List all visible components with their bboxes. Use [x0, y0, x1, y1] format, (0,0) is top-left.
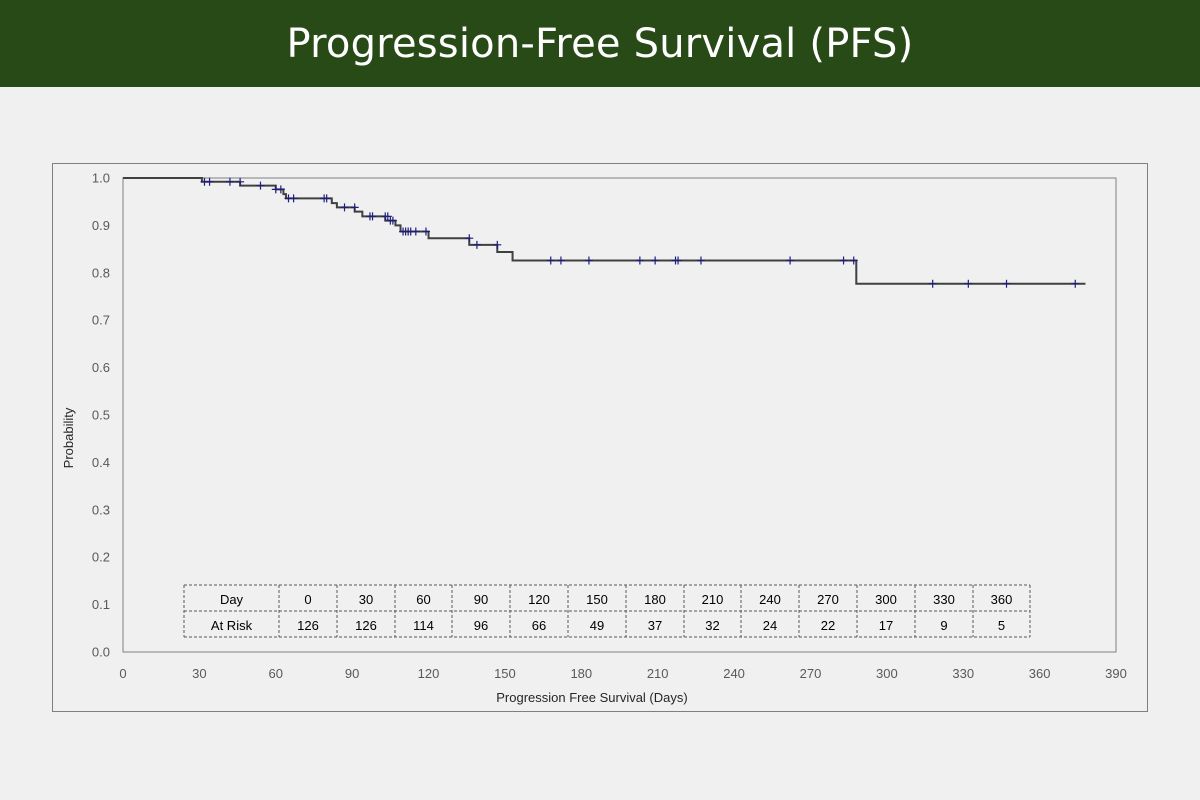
- censor-mark: [465, 234, 474, 243]
- censor-mark: [472, 240, 481, 249]
- page-title: Progression-Free Survival (PFS): [286, 20, 914, 67]
- censor-mark: [340, 203, 349, 212]
- risk-table-day: 90: [474, 592, 488, 607]
- censor-mark: [786, 256, 795, 265]
- y-tick-label: 1.0: [92, 171, 110, 186]
- y-tick-label: 0.4: [92, 455, 110, 470]
- risk-table-at-risk: 96: [474, 618, 488, 633]
- censor-mark: [289, 194, 298, 203]
- censor-mark: [493, 240, 502, 249]
- survival-curve: [123, 177, 1086, 285]
- risk-table-day: 0: [304, 592, 311, 607]
- risk-table: Day At Risk 0 30 60 90 120 150 180 210 240 270 300 33…: [183, 584, 1031, 638]
- x-tick-label: 300: [876, 666, 898, 681]
- y-tick-label: 0.8: [92, 265, 110, 280]
- censor-mark: [205, 177, 214, 186]
- risk-table-day: 210: [702, 592, 724, 607]
- risk-table-at-risk: 22: [821, 618, 835, 633]
- censor-marks: [200, 177, 1080, 288]
- risk-table-at-risk: 114: [413, 618, 434, 633]
- x-tick-labels: 0 30 60 90 120 150 180 210 240 270 300 330 360 390: [119, 666, 1126, 681]
- y-tick-label: 0.7: [92, 313, 110, 328]
- risk-table-day: 180: [644, 592, 666, 607]
- censor-mark: [928, 279, 937, 288]
- header-banner: Progression-Free Survival (PFS): [0, 0, 1200, 87]
- x-tick-label: 60: [269, 666, 283, 681]
- censor-mark: [964, 279, 973, 288]
- censor-mark: [421, 227, 430, 236]
- risk-table-row-label: Day: [220, 592, 244, 607]
- x-tick-label: 210: [647, 666, 669, 681]
- y-axis-title: Probability: [61, 407, 76, 468]
- censor-mark: [388, 216, 397, 225]
- censor-mark: [849, 256, 858, 265]
- risk-table-day: 300: [875, 592, 897, 607]
- x-tick-label: 0: [119, 666, 126, 681]
- y-tick-label: 0.3: [92, 502, 110, 517]
- x-tick-label: 90: [345, 666, 359, 681]
- censor-mark: [556, 256, 565, 265]
- x-tick-label: 270: [800, 666, 822, 681]
- y-tick-label: 0.1: [92, 597, 110, 612]
- chart-frame: [52, 163, 1148, 712]
- risk-table-day: 240: [759, 592, 781, 607]
- y-tick-labels: 0.0 0.1 0.2 0.3 0.4 0.5 0.6 0.7 0.8 0.9 1.0: [92, 171, 110, 660]
- censor-mark: [1002, 279, 1011, 288]
- x-tick-label: 360: [1029, 666, 1051, 681]
- x-tick-label: 390: [1105, 666, 1127, 681]
- risk-table-at-risk: 5: [998, 618, 1005, 633]
- y-tick-label: 0.0: [92, 645, 110, 660]
- censor-mark: [696, 256, 705, 265]
- x-tick-label: 120: [418, 666, 440, 681]
- risk-table-at-risk: 126: [355, 618, 377, 633]
- risk-table-at-risk: 49: [590, 618, 604, 633]
- risk-table-at-risk: 17: [879, 618, 893, 633]
- censor-mark: [1071, 279, 1080, 288]
- risk-table-at-risk: 126: [297, 618, 319, 633]
- x-tick-label: 330: [952, 666, 974, 681]
- x-axis-title: Progression Free Survival (Days): [496, 690, 687, 705]
- censor-mark: [256, 181, 265, 190]
- x-tick-label: 30: [192, 666, 206, 681]
- risk-table-at-risk: 32: [705, 618, 719, 633]
- risk-table-at-risk: 66: [532, 618, 546, 633]
- risk-table-row-label: At Risk: [211, 618, 253, 633]
- risk-table-day: 270: [817, 592, 839, 607]
- risk-table-at-risk: 37: [648, 618, 662, 633]
- risk-table-day: 360: [991, 592, 1013, 607]
- risk-table-day: 60: [416, 592, 430, 607]
- censor-mark: [368, 212, 377, 221]
- y-tick-label: 0.5: [92, 408, 110, 423]
- x-tick-label: 150: [494, 666, 516, 681]
- y-tick-label: 0.9: [92, 218, 110, 233]
- censor-mark: [584, 256, 593, 265]
- censor-mark: [322, 194, 331, 203]
- censor-mark: [546, 256, 555, 265]
- plot-area: [122, 177, 1117, 653]
- censor-mark: [383, 212, 392, 221]
- y-tick-label: 0.6: [92, 360, 110, 375]
- risk-table-at-risk: 9: [940, 618, 947, 633]
- y-tick-label: 0.2: [92, 550, 110, 565]
- x-tick-label: 180: [570, 666, 592, 681]
- censor-mark: [674, 256, 683, 265]
- censor-mark: [225, 177, 234, 186]
- censor-mark: [350, 203, 359, 212]
- risk-table-day: 120: [528, 592, 550, 607]
- risk-table-day: 150: [586, 592, 608, 607]
- censor-mark: [651, 256, 660, 265]
- risk-table-day: 30: [359, 592, 373, 607]
- x-tick-label: 240: [723, 666, 745, 681]
- risk-table-at-risk: 24: [763, 618, 777, 633]
- censor-mark: [411, 227, 420, 236]
- risk-table-day: 330: [933, 592, 955, 607]
- censor-mark: [635, 256, 644, 265]
- censor-mark: [236, 177, 245, 186]
- censor-mark: [276, 185, 285, 194]
- censor-mark: [839, 256, 848, 265]
